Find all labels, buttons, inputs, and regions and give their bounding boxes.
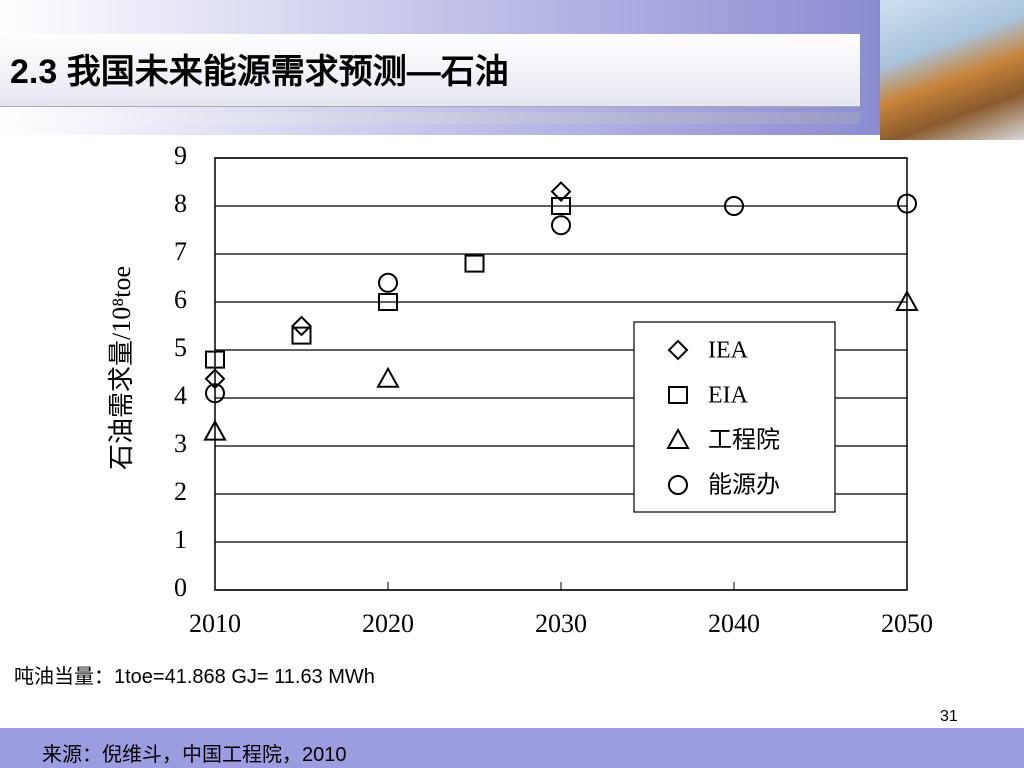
marker-circle	[378, 272, 398, 293]
chart: 0 1 2 3 4 5 6 7 8 9 2010 2020 2030 2040 2050 石油需求量/10⁸t…	[107, 141, 933, 638]
page-number: 31	[940, 708, 958, 725]
footer-bar	[0, 728, 1024, 768]
marker-circle	[724, 196, 744, 216]
y-tick-label: 4	[174, 381, 187, 410]
y-tick-label: 1	[174, 525, 187, 554]
marker-circle	[551, 215, 571, 236]
title-box	[0, 34, 860, 107]
x-tick-label: 2020	[362, 609, 414, 638]
legend-label: EIA	[708, 383, 749, 409]
marker-diamond	[550, 181, 572, 203]
marker-diamond	[667, 339, 689, 361]
marker-triangle	[666, 427, 690, 449]
y-tick-label: 8	[174, 189, 187, 218]
marker-triangle	[895, 289, 919, 311]
marker-square	[291, 326, 312, 345]
marker-square	[551, 197, 571, 215]
y-tick-label: 6	[174, 285, 187, 314]
source: 来源：倪维斗，中国工程院，2010	[42, 744, 347, 766]
legend-label: 能源办	[708, 472, 780, 499]
marker-square	[668, 386, 688, 404]
header-strip	[0, 112, 860, 124]
y-tick-label: 2	[174, 477, 187, 506]
y-tick-label: 9	[174, 141, 187, 170]
marker-square	[378, 293, 398, 311]
x-tick-label: 2010	[189, 609, 241, 638]
marker-circle	[205, 383, 225, 404]
marker-triangle	[203, 419, 227, 441]
marker-circle	[668, 475, 688, 495]
note: 吨油当量：1toe=41.868 GJ= 11.63 MWh	[14, 666, 375, 688]
x-tick-label: 2040	[708, 609, 760, 638]
y-axis-label: 石油需求量/10⁸toe	[107, 266, 136, 470]
header-photo	[880, 0, 1024, 140]
legend-box	[633, 321, 836, 513]
legend-label: 工程院	[708, 427, 780, 454]
marker-circle	[897, 193, 917, 214]
y-tick-label: 5	[174, 333, 187, 362]
slide-title: 2.3 我国未来能源需求预测—石油	[10, 53, 509, 91]
marker-square	[205, 350, 225, 369]
marker-triangle	[376, 366, 400, 388]
x-tick-label: 2050	[881, 609, 933, 638]
marker-diamond	[291, 315, 312, 337]
legend-label: IEA	[708, 338, 749, 364]
x-tick-label: 2030	[535, 609, 587, 638]
y-tick-label: 0	[174, 573, 187, 602]
marker-diamond	[204, 368, 226, 390]
y-tick-label: 7	[174, 237, 187, 266]
marker-square	[464, 254, 485, 273]
y-tick-label: 3	[174, 429, 187, 458]
